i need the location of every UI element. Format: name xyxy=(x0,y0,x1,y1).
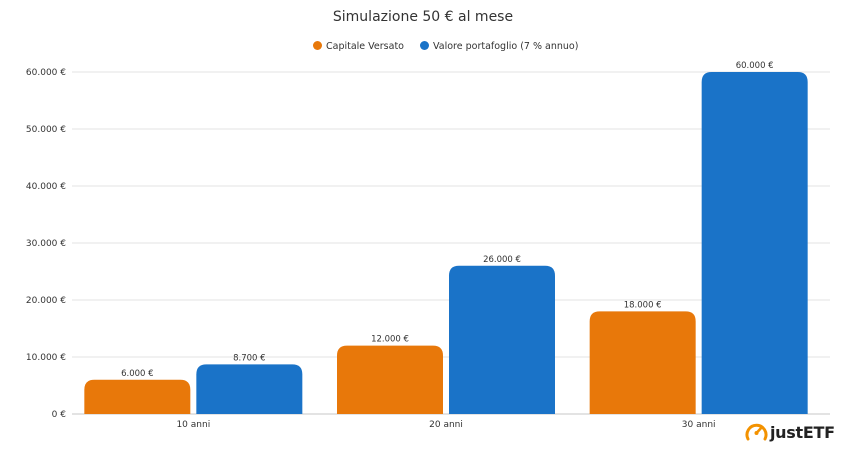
legend-label-valore: Valore portafoglio (7 % annuo) xyxy=(433,41,578,52)
y-tick-label: 10.000 € xyxy=(26,353,66,363)
y-tick-label: 50.000 € xyxy=(26,125,66,135)
x-tick-label: 10 anni xyxy=(176,420,210,430)
data-label: 6.000 € xyxy=(121,369,153,379)
legend-label-capitale: Capitale Versato xyxy=(326,41,404,52)
legend: Capitale Versato Valore portafoglio (7 %… xyxy=(313,41,578,52)
data-labels: 6.000 € 8.700 € 12.000 € 26.000 € 18.000 € 60… xyxy=(121,61,773,379)
bar-valore-portafoglio xyxy=(449,265,555,414)
bars xyxy=(84,72,808,414)
x-tick-label: 30 anni xyxy=(682,420,716,430)
bar-valore-portafoglio xyxy=(196,364,303,414)
y-tick-label: 40.000 € xyxy=(26,182,66,192)
x-tick-label: 20 anni xyxy=(429,420,463,430)
y-tick-label: 0 € xyxy=(52,410,67,420)
data-label: 18.000 € xyxy=(624,300,662,310)
data-label: 8.700 € xyxy=(233,353,265,363)
data-label: 26.000 € xyxy=(483,255,521,265)
data-label: 60.000 € xyxy=(736,61,774,71)
y-tick-label: 60.000 € xyxy=(26,68,66,78)
legend-swatch-valore xyxy=(420,41,429,50)
legend-swatch-capitale xyxy=(313,41,322,50)
y-tick-label: 20.000 € xyxy=(26,296,66,306)
data-label: 12.000 € xyxy=(371,335,409,345)
bar-capitale-versato xyxy=(589,311,696,414)
bar-valore-portafoglio xyxy=(701,72,808,414)
y-tick-label: 30.000 € xyxy=(26,239,66,249)
x-axis: 10 anni 20 anni 30 anni xyxy=(176,420,715,430)
bar-capitale-versato xyxy=(337,345,443,414)
y-axis: 0 € 10.000 € 20.000 € 30.000 € 40.000 € 50.00… xyxy=(26,68,66,420)
logo-gauge-icon xyxy=(745,423,768,441)
logo-text: justETF xyxy=(770,422,835,442)
justetf-logo: justETF xyxy=(744,418,835,446)
bar-capitale-versato xyxy=(84,379,191,414)
chart-title: Simulazione 50 € al mese xyxy=(333,9,513,25)
